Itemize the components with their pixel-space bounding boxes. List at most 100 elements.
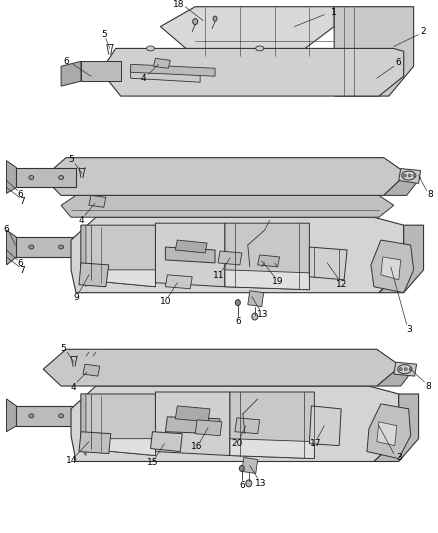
Text: 13: 13	[256, 310, 268, 319]
Polygon shape	[101, 49, 403, 96]
Text: 6: 6	[18, 190, 23, 199]
Text: 5: 5	[68, 155, 74, 164]
Polygon shape	[383, 174, 420, 196]
Text: 3: 3	[395, 453, 401, 462]
Polygon shape	[247, 290, 263, 306]
Ellipse shape	[146, 46, 154, 51]
Ellipse shape	[59, 175, 64, 180]
Polygon shape	[71, 217, 403, 293]
Polygon shape	[81, 394, 155, 456]
Polygon shape	[376, 366, 413, 386]
Text: 4: 4	[78, 216, 84, 225]
Text: 2: 2	[420, 27, 425, 36]
Ellipse shape	[59, 414, 64, 418]
Text: 19: 19	[271, 277, 283, 286]
Polygon shape	[83, 364, 99, 376]
Polygon shape	[165, 275, 192, 289]
Polygon shape	[373, 394, 418, 462]
Ellipse shape	[251, 313, 257, 320]
Polygon shape	[131, 70, 200, 82]
Polygon shape	[224, 270, 309, 290]
Text: 6: 6	[18, 260, 23, 269]
Ellipse shape	[402, 174, 405, 177]
Polygon shape	[81, 225, 155, 287]
Text: 7: 7	[19, 266, 25, 276]
Text: 6: 6	[63, 57, 69, 66]
Polygon shape	[150, 432, 182, 451]
Ellipse shape	[398, 368, 401, 370]
Polygon shape	[224, 223, 309, 290]
Polygon shape	[81, 61, 120, 81]
Ellipse shape	[397, 365, 411, 374]
Text: 14: 14	[66, 456, 78, 465]
Text: 6: 6	[395, 58, 401, 67]
Text: 20: 20	[231, 439, 242, 448]
Text: 6: 6	[234, 317, 240, 326]
Polygon shape	[16, 237, 76, 257]
Text: 8: 8	[425, 382, 431, 391]
Ellipse shape	[29, 245, 34, 249]
Polygon shape	[165, 247, 215, 263]
Text: 16: 16	[191, 442, 202, 451]
Polygon shape	[234, 418, 259, 434]
Polygon shape	[7, 230, 16, 265]
Ellipse shape	[235, 300, 240, 305]
Polygon shape	[393, 362, 416, 376]
Ellipse shape	[403, 368, 406, 370]
Polygon shape	[43, 349, 400, 386]
Text: 12: 12	[336, 280, 347, 289]
Polygon shape	[333, 7, 413, 96]
Polygon shape	[61, 196, 393, 217]
Text: 11: 11	[213, 271, 224, 280]
Polygon shape	[230, 392, 314, 458]
Polygon shape	[16, 406, 76, 426]
Ellipse shape	[239, 465, 244, 471]
Polygon shape	[257, 255, 279, 267]
Polygon shape	[155, 223, 224, 287]
Polygon shape	[370, 240, 413, 293]
Text: 5: 5	[101, 30, 106, 39]
Text: 13: 13	[254, 479, 266, 488]
Text: 10: 10	[159, 297, 171, 306]
Ellipse shape	[408, 368, 411, 370]
Polygon shape	[43, 158, 406, 196]
Polygon shape	[309, 247, 346, 280]
Ellipse shape	[192, 19, 197, 25]
Polygon shape	[398, 168, 420, 183]
Ellipse shape	[59, 245, 64, 249]
Text: 6: 6	[238, 481, 244, 490]
Polygon shape	[16, 167, 76, 188]
Text: 17: 17	[309, 439, 320, 448]
Polygon shape	[378, 225, 423, 293]
Ellipse shape	[401, 171, 415, 180]
Polygon shape	[153, 58, 170, 68]
Polygon shape	[79, 263, 109, 287]
Ellipse shape	[407, 174, 410, 177]
Polygon shape	[131, 64, 215, 76]
Polygon shape	[81, 439, 155, 456]
Polygon shape	[175, 240, 207, 253]
Polygon shape	[81, 225, 86, 287]
Text: 7: 7	[19, 197, 25, 206]
Ellipse shape	[212, 16, 216, 21]
Polygon shape	[7, 160, 16, 193]
Text: 15: 15	[146, 458, 158, 467]
Text: 1: 1	[331, 8, 336, 17]
Ellipse shape	[255, 46, 263, 51]
Text: 8: 8	[427, 190, 432, 199]
Text: 6: 6	[4, 224, 9, 233]
Polygon shape	[160, 7, 333, 56]
Polygon shape	[79, 432, 110, 454]
Polygon shape	[71, 386, 398, 462]
Polygon shape	[61, 61, 81, 86]
Text: 4: 4	[70, 383, 76, 392]
Polygon shape	[89, 196, 106, 207]
Text: 3: 3	[405, 325, 410, 334]
Polygon shape	[380, 257, 400, 280]
Polygon shape	[7, 399, 16, 432]
Polygon shape	[309, 406, 340, 446]
Polygon shape	[366, 404, 410, 458]
Ellipse shape	[245, 480, 251, 487]
Text: 4: 4	[141, 74, 146, 83]
Polygon shape	[230, 439, 314, 458]
